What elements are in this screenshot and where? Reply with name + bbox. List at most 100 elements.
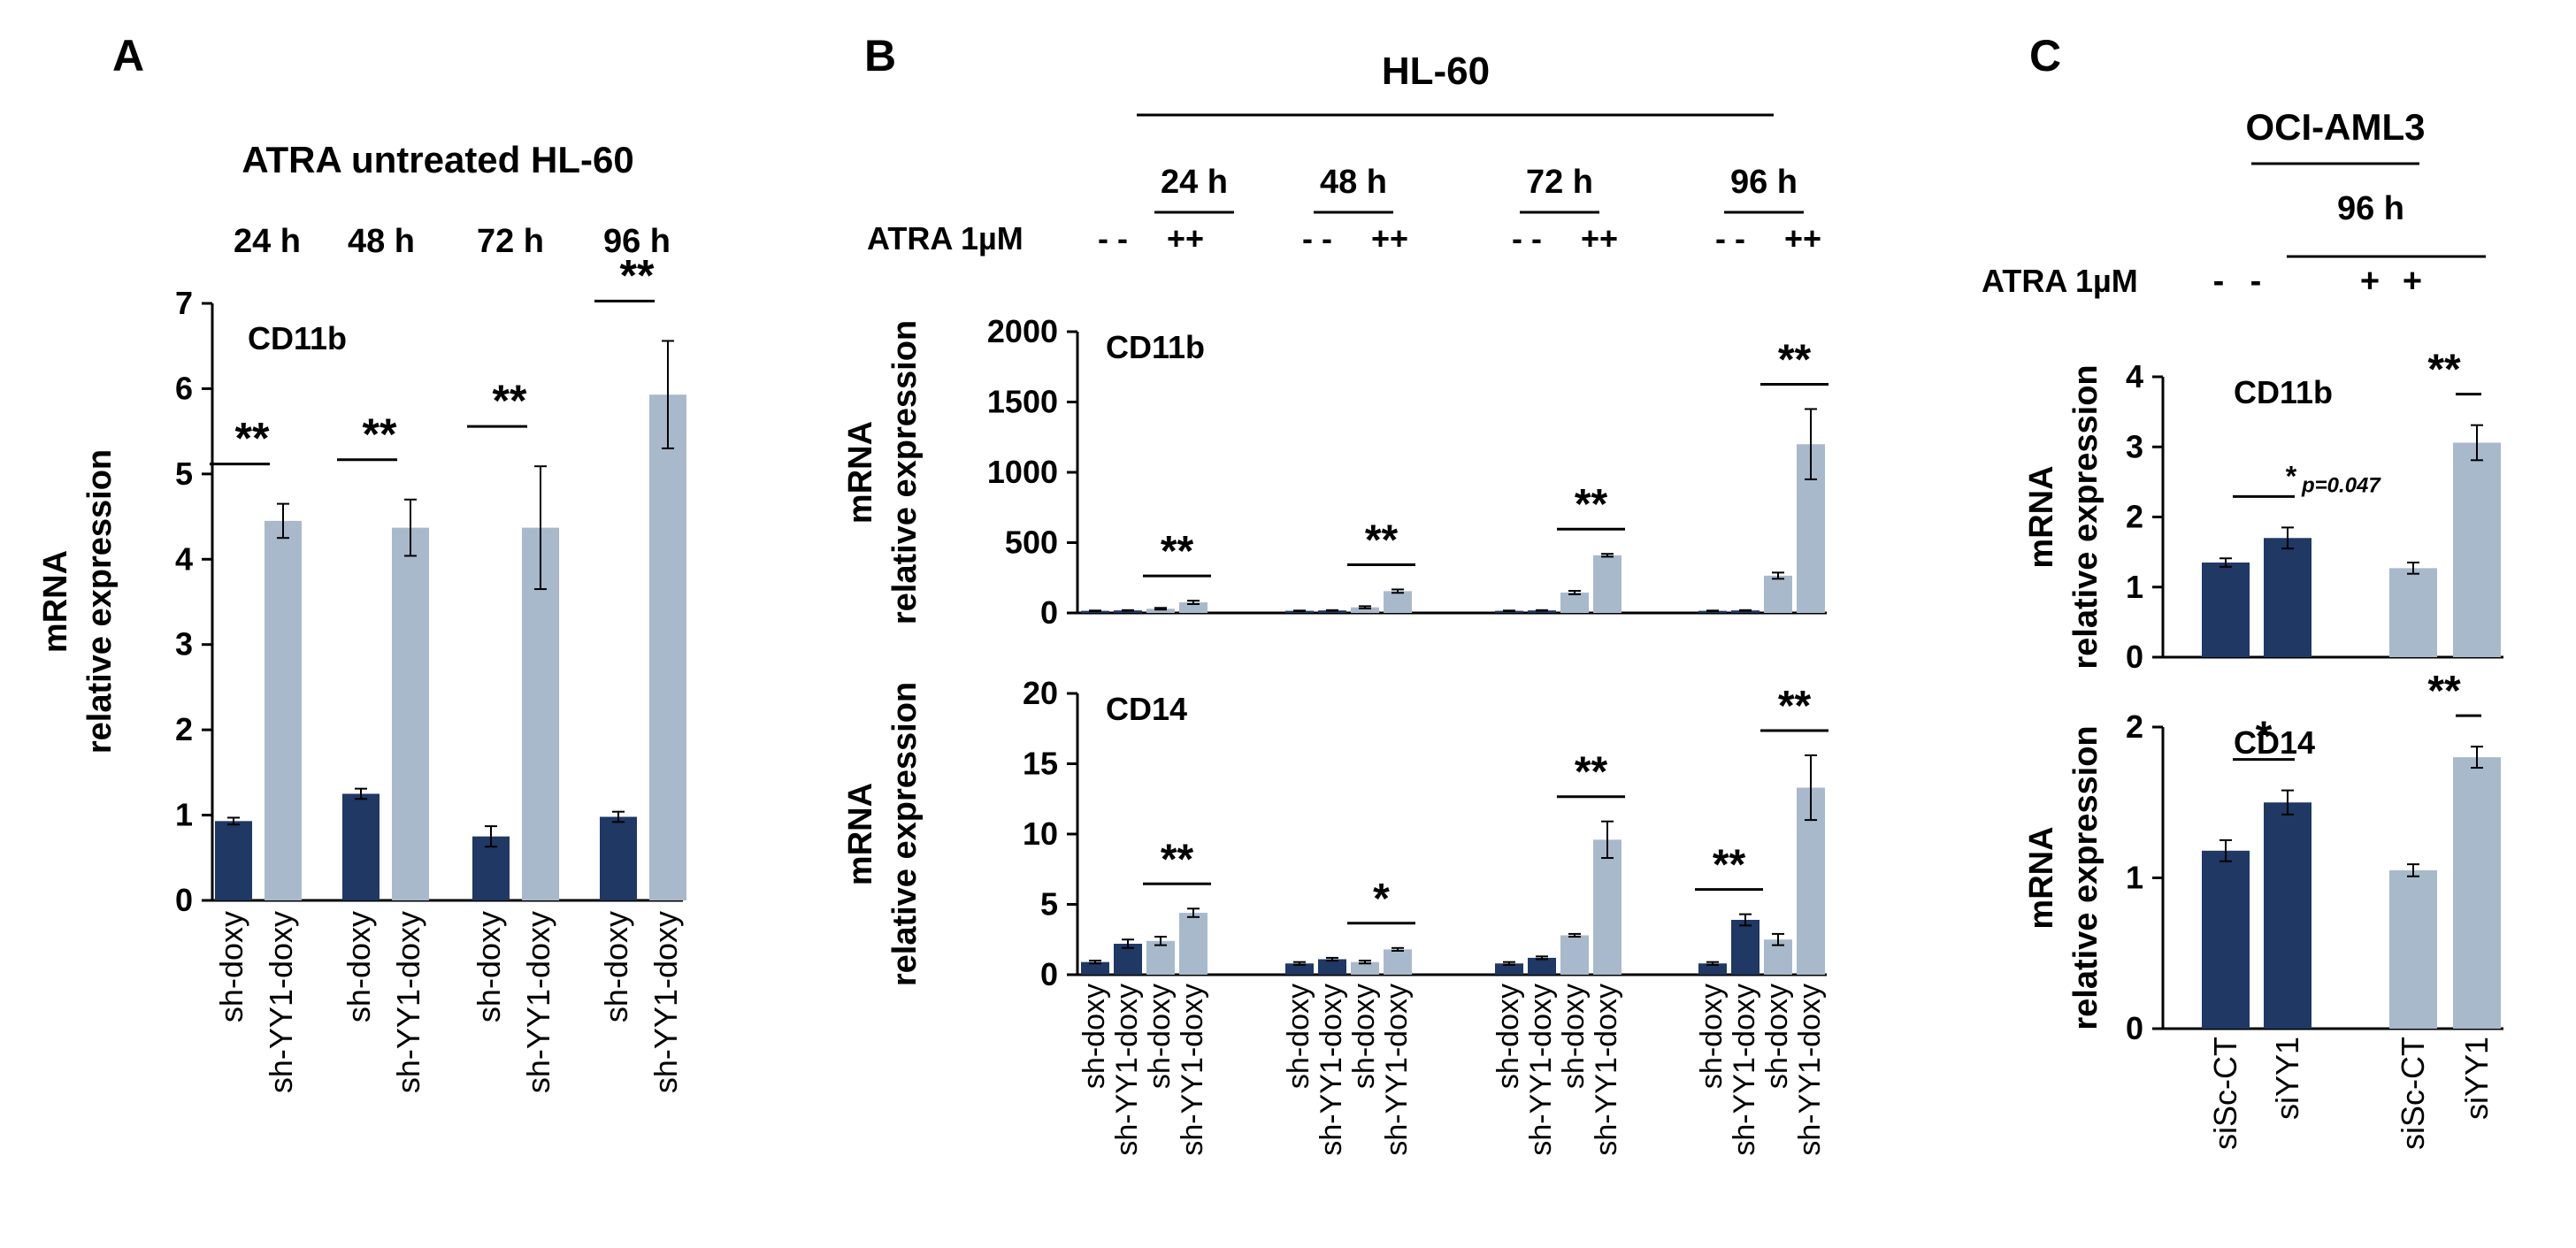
y-axis-label: relative expression xyxy=(886,320,924,624)
significance-marker: ** xyxy=(363,410,397,459)
x-tick-label: sh-doxy xyxy=(341,911,377,1022)
x-tick-label: sh-YY1-doxy xyxy=(1315,984,1348,1156)
x-tick-label: sh-YY1-doxy xyxy=(1380,984,1414,1156)
x-tick-label: sh-YY1-doxy xyxy=(1728,984,1761,1156)
y-axis-label: mRNA xyxy=(37,550,74,653)
y-tick-label: 5 xyxy=(175,456,193,492)
x-tick-label: sh-YY1-doxy xyxy=(263,911,299,1093)
y-tick-label: 0 xyxy=(2126,639,2143,675)
x-tick-label: sh-YY1-doxy xyxy=(390,911,426,1093)
treatment-mark: ++ xyxy=(1371,220,1408,256)
y-tick-label: 2 xyxy=(2126,708,2143,745)
y-tick-label: 15 xyxy=(1023,746,1058,782)
chart-title: OCI-AML3 xyxy=(2246,106,2426,148)
x-tick-label: sh-doxy xyxy=(1347,984,1381,1089)
y-tick-label: 2000 xyxy=(987,313,1058,349)
bar xyxy=(2264,802,2312,1029)
significance-marker: ** xyxy=(1365,517,1399,563)
bar xyxy=(1528,957,1556,975)
bar xyxy=(1146,609,1175,613)
bar xyxy=(2202,563,2250,657)
significance-marker: ** xyxy=(493,376,527,425)
x-tick-label: sh-doxy xyxy=(1491,984,1525,1089)
x-tick-label: siYY1 xyxy=(2458,1037,2495,1120)
y-tick-label: 2 xyxy=(2126,499,2143,535)
treatment-mark: - - xyxy=(1098,220,1128,256)
y-tick-label: 0 xyxy=(1040,956,1058,992)
x-tick-label: sh-doxy xyxy=(1760,984,1794,1089)
y-axis-label: relative expression xyxy=(81,449,119,754)
bar xyxy=(1384,949,1412,975)
y-tick-label: 7 xyxy=(175,285,193,321)
significance-marker: ** xyxy=(1161,836,1194,883)
panel-label-c: C xyxy=(2029,31,2061,80)
panel-a: 0 1 2 3 4 5 6 7 ATRA untreated HL-60 CD11b mRNA rel… xyxy=(37,139,686,1093)
time-label: 72 h xyxy=(477,223,544,260)
y-tick-label: 10 xyxy=(1023,815,1058,852)
time-label: 72 h xyxy=(1526,164,1593,201)
bar xyxy=(1318,610,1346,613)
chart-title: HL-60 xyxy=(1382,50,1490,93)
time-label: 96 h xyxy=(2337,190,2404,227)
y-tick-label: 20 xyxy=(1023,675,1058,711)
bar xyxy=(2453,442,2501,657)
panel-label-b: B xyxy=(864,31,896,80)
time-label: 24 h xyxy=(234,223,301,260)
y-tick-label: 500 xyxy=(1005,524,1058,561)
y-axis-label: mRNA xyxy=(842,783,879,885)
bar xyxy=(2389,568,2437,657)
y-tick-label: 0 xyxy=(175,882,193,918)
y-axis-label: relative expression xyxy=(2067,725,2104,1030)
bar xyxy=(1146,940,1175,975)
marker-label: CD14 xyxy=(1106,691,1187,727)
treatment-label: ATRA 1µM xyxy=(1982,263,2138,299)
significance-marker: ** xyxy=(2427,347,2461,394)
bar xyxy=(1560,592,1589,613)
bar xyxy=(1351,607,1379,613)
bar xyxy=(2202,850,2250,1029)
treatment-mark: - - xyxy=(1715,220,1745,256)
significance-marker: ** xyxy=(1778,336,1812,383)
treatment-label: ATRA 1µM xyxy=(867,220,1024,256)
treatment-mark: - xyxy=(2213,263,2225,300)
y-tick-label: 6 xyxy=(175,370,193,406)
y-tick-label: 1500 xyxy=(987,384,1058,420)
x-tick-label: siSc-CT xyxy=(2395,1037,2431,1150)
significance-marker: * xyxy=(1373,876,1390,923)
bar xyxy=(1495,963,1523,975)
bar xyxy=(1179,602,1208,613)
x-tick-label: sh-doxy xyxy=(598,911,634,1022)
y-tick-label: 1000 xyxy=(987,454,1058,490)
x-tick-label: sh-doxy xyxy=(1143,984,1177,1089)
y-tick-label: 1 xyxy=(175,797,193,833)
x-tick-label: sh-doxy xyxy=(1557,984,1591,1089)
x-tick-label: sh-doxy xyxy=(1077,984,1111,1089)
y-tick-label: 0 xyxy=(1040,594,1058,631)
x-tick-label: siSc-CT xyxy=(2207,1037,2243,1150)
time-label: 48 h xyxy=(348,223,415,260)
y-tick-label: 2 xyxy=(175,711,193,747)
significance-marker: ** xyxy=(235,414,270,463)
panel-label-a: A xyxy=(112,31,144,80)
bar xyxy=(2453,757,2501,1029)
time-label: 96 h xyxy=(1730,164,1798,201)
treatment-mark: - - xyxy=(1302,220,1332,256)
bar xyxy=(1528,610,1556,613)
x-tick-label: sh-YY1-doxy xyxy=(1793,984,1827,1156)
y-axis-label: relative expression xyxy=(886,682,924,986)
bar xyxy=(2264,538,2312,657)
x-tick-label: siYY1 xyxy=(2269,1037,2305,1120)
x-tick-label: sh-YY1-doxy xyxy=(1176,984,1209,1156)
y-axis-label: mRNA xyxy=(2023,465,2060,568)
bar xyxy=(600,816,637,900)
y-tick-label: 1 xyxy=(2126,860,2143,896)
bar xyxy=(1285,963,1314,975)
bar xyxy=(649,394,686,900)
treatment-mark: + xyxy=(2360,263,2380,300)
bar xyxy=(1731,919,1760,975)
x-tick-label: sh-doxy xyxy=(1282,984,1315,1089)
bar xyxy=(1731,610,1760,613)
treatment-mark: - - xyxy=(1512,220,1542,256)
bar xyxy=(215,821,252,900)
